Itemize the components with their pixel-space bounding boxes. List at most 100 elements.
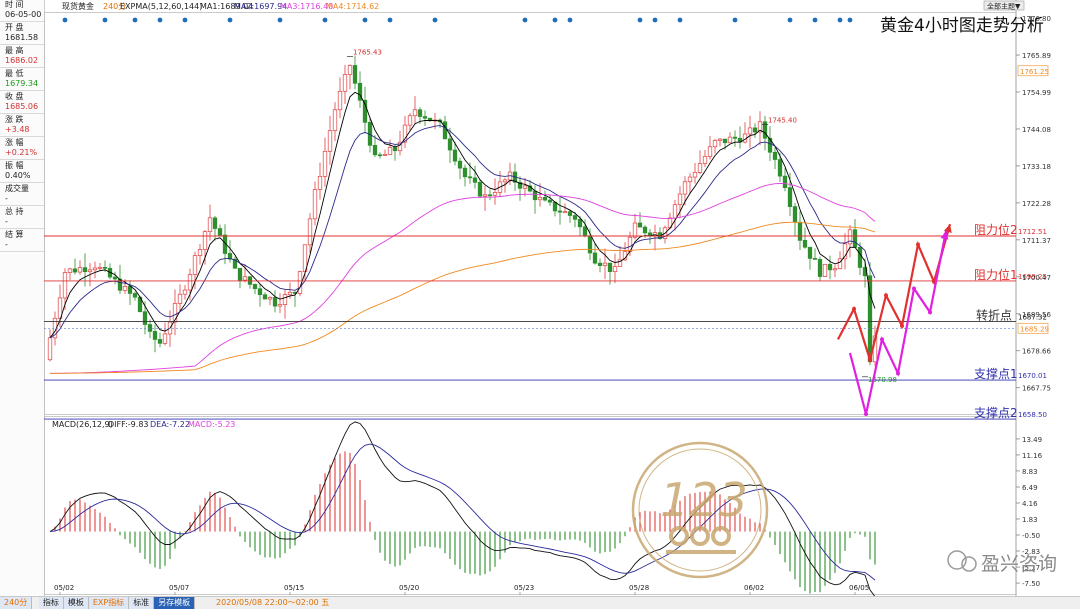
price-tick-label: 1689.56 — [1022, 311, 1051, 319]
macd-tick-label: 11.16 — [1022, 452, 1043, 460]
candle-body — [727, 136, 733, 144]
candle-body — [592, 252, 598, 264]
candle-body — [307, 218, 313, 246]
signal-marker — [787, 17, 793, 23]
macd-tick-label: 8.83 — [1022, 468, 1038, 476]
watermark-text: 盈兴咨询 — [981, 553, 1057, 575]
candle-body — [577, 218, 583, 228]
candle-body — [417, 109, 423, 117]
macd-tick-label: 4.16 — [1022, 500, 1038, 508]
scenario-path-magenta-node — [896, 371, 900, 376]
signal-marker — [62, 17, 68, 23]
brand-logo: 123 — [631, 441, 769, 579]
sidebar-label: 结 算 — [5, 230, 24, 239]
sidebar-divider — [0, 182, 44, 183]
candle-body — [97, 266, 103, 269]
candle-body — [77, 267, 83, 273]
candle-body — [532, 190, 538, 201]
scenario-path-red-node — [900, 323, 904, 328]
sidebar-label: 最 低 — [5, 69, 24, 78]
sidebar-divider — [0, 113, 44, 114]
sidebar-value: 1685.06 — [5, 102, 39, 111]
sidebar-divider — [0, 136, 44, 137]
ma2-line — [49, 125, 876, 339]
footer-tab[interactable]: 模板 — [63, 597, 89, 609]
candle-body — [447, 138, 453, 151]
date-label: 05/15 — [284, 584, 304, 592]
price-tick-label: 1700.47 — [1022, 274, 1051, 282]
candle-body — [232, 258, 238, 269]
date-label: 06/02 — [744, 584, 764, 592]
candle-body — [832, 268, 838, 271]
theme-button-label[interactable]: 全部主题▼ — [987, 2, 1021, 11]
candle-body — [357, 82, 363, 101]
signal-marker — [102, 17, 108, 23]
signal-marker — [277, 17, 283, 23]
bottom-toolbar: 240分 指标 模板 EXP指标 标准 另存模板 2020/05/08 22:00～02… — [0, 596, 1080, 609]
candle-body — [472, 177, 478, 183]
period-button[interactable]: 240分 — [0, 597, 33, 609]
ma1-label: MA1:1689.04 — [200, 2, 253, 11]
footer-tab[interactable]: 指标 — [38, 597, 64, 609]
candle-body — [697, 163, 703, 173]
macd-tick-label: -2.83 — [1022, 548, 1040, 556]
candle-body — [387, 147, 393, 155]
ma4-line — [50, 221, 876, 374]
date-label: 05/20 — [399, 584, 419, 592]
scenario-path-red-head — [944, 224, 952, 233]
candle-body — [287, 291, 293, 295]
scenario-path-red — [837, 223, 952, 364]
sidebar-value: 0.40% — [5, 171, 31, 180]
candle-body — [757, 121, 763, 133]
candle-body — [632, 222, 638, 238]
candle-body — [377, 154, 383, 157]
candle-body — [477, 181, 483, 197]
chart-area[interactable]: 1765.43 1745.40 1670.98 阻力位2 1712.51 阻力位1 1699… — [4, 0, 1080, 597]
sidebar-value: - — [5, 217, 8, 226]
footer-tab[interactable]: 标准 — [129, 597, 155, 609]
candle-body — [117, 278, 123, 291]
candle-body — [207, 217, 213, 232]
period-label[interactable]: 240分 — [103, 2, 126, 11]
level-name: 转折点 — [976, 307, 1012, 322]
date-label: 06/05 — [849, 584, 869, 592]
footer-tab[interactable]: 另存模板 — [154, 597, 196, 609]
candle-body — [707, 146, 713, 157]
candle-body — [712, 140, 718, 148]
footer-tab[interactable]: EXP指标 — [88, 597, 130, 609]
candle-body — [47, 337, 53, 361]
level-value: 1670.01 — [1018, 372, 1047, 380]
candle-body — [842, 243, 848, 260]
candle-body — [62, 272, 68, 299]
price-tick-label: 1744.08 — [1022, 126, 1051, 134]
date-label: 05/07 — [169, 584, 189, 592]
candle-body — [192, 255, 198, 275]
candle-body — [277, 304, 283, 307]
macd-value: MACD:-5.23 — [188, 420, 235, 429]
expma-label: EXPMA(5,12,60,144) — [120, 2, 202, 11]
candle-body — [617, 259, 623, 267]
candle-body — [332, 109, 338, 131]
candle-body — [847, 229, 853, 245]
signal-marker — [182, 17, 188, 23]
candle-body — [817, 259, 823, 277]
candle-body — [777, 159, 783, 177]
macd-tick-label: 13.49 — [1022, 436, 1042, 444]
candle-body — [557, 210, 563, 213]
candle-body — [272, 297, 278, 307]
candle-body — [537, 197, 543, 201]
scenario-path-red-node — [852, 306, 856, 311]
sidebar-label: 时 间 — [5, 0, 24, 9]
sidebar-divider — [0, 44, 44, 45]
scenario-path-magenta-node — [880, 337, 884, 342]
level-value: 1658.50 — [1018, 411, 1047, 419]
price-tag: 1685.29 — [1020, 325, 1049, 333]
candle-body — [112, 276, 118, 280]
candle-body — [202, 231, 208, 250]
candle-body — [572, 215, 578, 220]
candle-body — [837, 258, 843, 270]
scenario-path-red-node — [916, 242, 920, 247]
candle-body — [187, 274, 193, 291]
theme-button[interactable]: 全部主题▼ — [983, 0, 1025, 11]
signal-marker — [157, 17, 163, 23]
